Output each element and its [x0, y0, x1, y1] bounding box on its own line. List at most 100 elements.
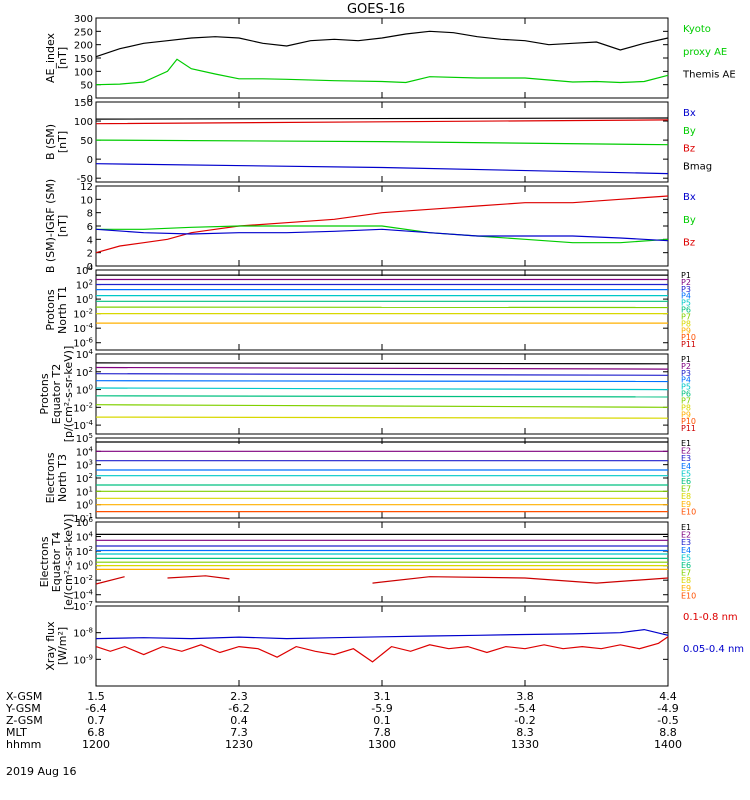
legend-P8: P8: [681, 403, 691, 412]
y-tick-label: 103: [76, 459, 93, 472]
legend-P1: P1: [681, 271, 691, 280]
legend-E6: E6: [681, 477, 691, 486]
legend-E3: E3: [681, 454, 691, 463]
series-Bz: [95, 119, 669, 125]
legend-P7: P7: [681, 396, 691, 405]
y-tick-label: 100: [76, 560, 93, 573]
y-tick-label: 104: [76, 531, 94, 544]
x-value: 1200: [82, 738, 110, 751]
y-tick-label: 104: [76, 264, 94, 277]
legend-Bz: Bz: [683, 144, 695, 155]
panel-frame: [95, 353, 669, 435]
series-P8: [95, 416, 669, 419]
series-Bx: [95, 228, 669, 242]
y-tick-label: 10-2: [73, 308, 93, 321]
y-tick-label: 104: [76, 348, 94, 361]
row-label-MLT: MLT: [6, 726, 27, 739]
panel-frame: [95, 17, 669, 99]
series-Bmag: [95, 117, 669, 120]
y-axis-label: ProtonsEquator T2[p/(cm²-s-sr-keV)]: [38, 346, 75, 443]
legend-P10: P10: [681, 417, 696, 426]
y-tick-label: 10-4: [73, 322, 93, 335]
row-label-X-GSM: X-GSM: [6, 690, 42, 703]
y-tick-label: 10-2: [73, 574, 93, 587]
y-axis-label: B (SM)-IGRF (SM)[nT]: [44, 179, 69, 273]
legend-Bx: Bx: [683, 108, 696, 119]
legend-proxy AE: proxy AE: [683, 47, 727, 58]
legend-By: By: [683, 215, 696, 226]
y-tick-label: 150: [74, 54, 93, 65]
legend-P11: P11: [681, 424, 696, 433]
x-value: 0.4: [230, 714, 248, 727]
legend-Bz: Bz: [683, 238, 695, 249]
y-tick-label: 100: [74, 67, 93, 78]
y-tick-label: 100: [76, 384, 93, 397]
y-tick-label: 100: [76, 293, 93, 306]
x-value: 6.8: [87, 726, 105, 739]
legend-E1: E1: [681, 523, 691, 532]
x-value: -4.9: [657, 702, 678, 715]
x-value: 2.3: [230, 690, 248, 703]
legend-E8: E8: [681, 492, 691, 501]
segment-E10: [167, 575, 230, 580]
x-value: 0.7: [87, 714, 105, 727]
series-P3: [95, 373, 669, 376]
y-tick-label: 0: [87, 262, 93, 273]
legend-E5: E5: [681, 553, 691, 562]
legend: Kyoto proxy AE Themis AE: [682, 24, 736, 81]
y-tick-label: 8: [87, 209, 93, 220]
legend-P4: P4: [681, 376, 691, 385]
y-tick-label: 106: [76, 516, 94, 529]
x-value: 1300: [368, 738, 396, 751]
x-value: 4.4: [659, 690, 677, 703]
panel-3: 0 2 4 6 8 10 12 B (SM)-IGRF (SM)[nT] Bx By Bz: [44, 179, 696, 273]
segment-E10: [372, 576, 669, 584]
x-value: 8.8: [659, 726, 677, 739]
legend-E1: E1: [681, 439, 691, 448]
legend: 0.1-0.8 nm 0.05-0.4 nm: [683, 612, 744, 655]
y-tick-label: 150: [74, 98, 93, 109]
x-value: 3.8: [516, 690, 534, 703]
panel-frame: [95, 437, 669, 519]
series-P4: [95, 380, 669, 383]
y-axis-label: ProtonsNorth T1: [44, 286, 69, 334]
legend-P2: P2: [681, 362, 691, 371]
y-tick-label: 200: [74, 41, 93, 52]
legend-P6: P6: [681, 390, 691, 399]
date-label: 2019 Aug 16: [6, 765, 76, 778]
series-P1: [95, 362, 669, 365]
x-value: 8.3: [516, 726, 534, 739]
panel-2: -50 0 50 100 150 B (SM)[nT] Bx By Bz Bmag: [44, 98, 712, 185]
panel-frame: [95, 269, 669, 351]
series-P7: [95, 404, 669, 408]
y-tick-label: 100: [74, 117, 93, 128]
legend-E9: E9: [681, 584, 691, 593]
series-Kyoto proxy AE: [95, 58, 669, 86]
segment-E10: [95, 576, 125, 585]
legend-P2: P2: [681, 278, 691, 287]
chart-title: GOES-16: [347, 2, 405, 17]
y-tick-label: 10-1: [73, 512, 93, 525]
legend-E6: E6: [681, 561, 691, 570]
y-tick-label: 10: [80, 195, 93, 206]
series-By: [95, 139, 669, 146]
y-tick-label: 0: [87, 94, 93, 105]
y-tick-label: 10-7: [73, 600, 93, 613]
y-tick-label: 0: [87, 155, 93, 166]
legend-P1: P1: [681, 355, 691, 364]
legend-P9: P9: [681, 410, 691, 419]
legend-P10: P10: [681, 333, 696, 342]
series-Bz: [95, 195, 669, 254]
series-P5: [95, 387, 669, 391]
legend-P3: P3: [681, 369, 691, 378]
y-tick-label: 2: [87, 249, 93, 260]
legend-P11: P11: [681, 340, 696, 349]
